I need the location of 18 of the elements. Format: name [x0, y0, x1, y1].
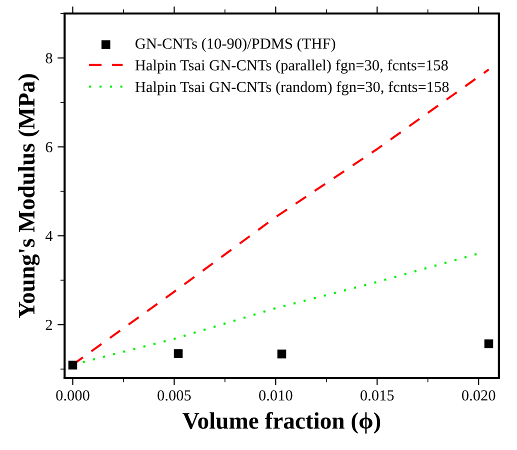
legend-label: Halpin Tsai GN-CNTs (parallel) fgn=30, fcnts=158 [135, 60, 448, 74]
x-tick-label: 0.005 [158, 390, 191, 401]
point [174, 349, 183, 358]
y-tick-label: 8 [46, 53, 52, 64]
point [68, 360, 78, 370]
x-tick-label: 0.000 [56, 390, 90, 401]
x-tick-label: 0.015 [360, 390, 394, 401]
y-tick-label: 4 [45, 231, 53, 242]
x-tick-label: 0.010 [259, 390, 292, 401]
y-tick-label: 2 [46, 320, 52, 330]
x-tick-label: 0.020 [462, 390, 496, 401]
y-tick-label: 6 [46, 142, 52, 152]
y-axis-title: Young's Modulus (MPa) [18, 74, 40, 318]
x-axis-title: Volume fraction (ϕ) [182, 412, 380, 434]
legend-label: GN-CNTs (10-90)/PDMS (THF) [136, 38, 336, 52]
point [484, 339, 494, 348]
point [277, 350, 286, 358]
legend-label: Halpin Tsai GN-CNTs (random) fgn=30, fcnts=158 [135, 81, 449, 96]
